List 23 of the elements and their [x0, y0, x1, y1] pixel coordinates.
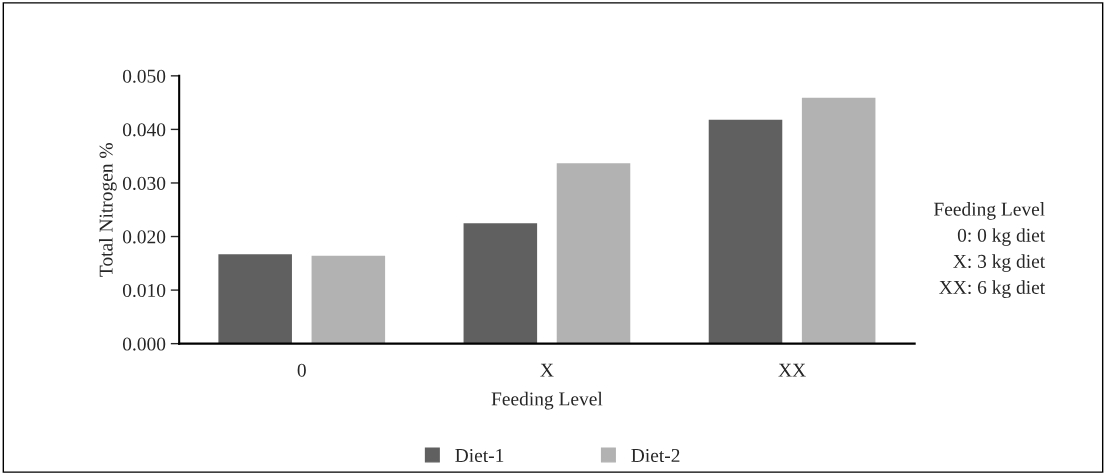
x-tick-label: XX	[778, 363, 806, 377]
bar	[218, 254, 292, 344]
y-tick-label: 0.020	[122, 230, 166, 244]
legend-label: Diet-2	[631, 448, 680, 463]
text: 0: 0 kg diet	[957, 228, 1046, 246]
y-tick-label: 0.050	[122, 69, 166, 83]
bar	[463, 223, 538, 344]
text: XX: 6 kg diet	[939, 280, 1046, 298]
y-tick-label: 0.030	[122, 176, 166, 190]
text: X: 3 kg diet	[953, 254, 1046, 272]
bar	[556, 163, 631, 344]
y-tick-label: 0.000	[122, 337, 166, 351]
legend-label: Diet-1	[455, 448, 504, 463]
x-axis-title: Feeding Level	[491, 391, 603, 410]
y-tick-label: 0.010	[122, 283, 166, 298]
x-tick-label: X	[540, 363, 554, 377]
x-tick-label: 0	[297, 363, 306, 377]
bar	[708, 119, 783, 344]
bar	[801, 97, 876, 344]
y-axis-title: Total Nitrogen %	[98, 143, 117, 277]
bar	[311, 255, 386, 344]
text: Feeding Level	[933, 202, 1045, 220]
y-tick-label: 0.040	[122, 123, 166, 137]
